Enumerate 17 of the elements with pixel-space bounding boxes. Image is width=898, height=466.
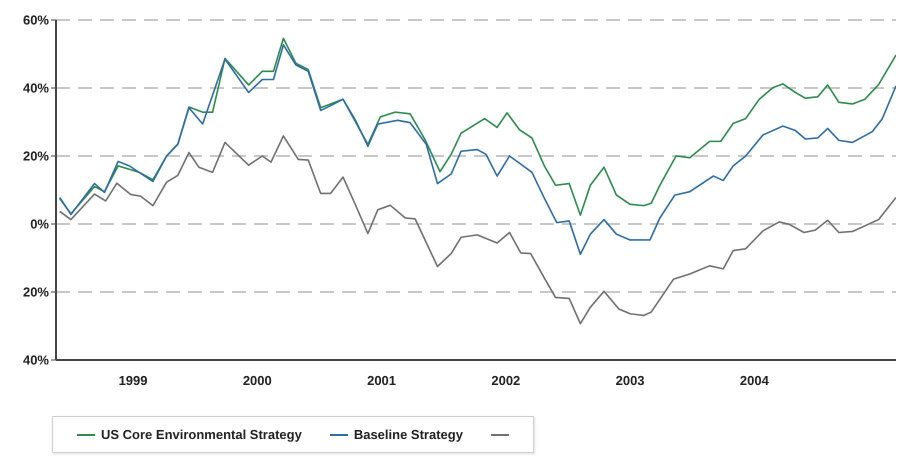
legend-label: Baseline Strategy — [354, 427, 463, 442]
x-tick-label: 2002 — [491, 373, 520, 388]
legend-label: US Core Environmental Strategy — [101, 427, 302, 442]
y-tick-label: 20% — [22, 284, 50, 300]
y-tick-label: 20% — [22, 148, 50, 164]
line-series — [58, 44, 896, 256]
x-tick-label: 2003 — [616, 373, 645, 388]
y-tick-label: 40% — [22, 352, 50, 368]
x-tick-label: 2001 — [367, 373, 396, 388]
y-tick-label: 0% — [30, 216, 50, 232]
y-tick-label: 40% — [22, 80, 50, 96]
x-tick-label: 2000 — [242, 373, 272, 388]
y-tick-label: 60% — [22, 12, 50, 28]
x-tick-label: 1999 — [118, 373, 148, 388]
line-series — [58, 135, 896, 324]
line-series — [58, 38, 896, 216]
x-tick-label: 2004 — [740, 373, 770, 388]
